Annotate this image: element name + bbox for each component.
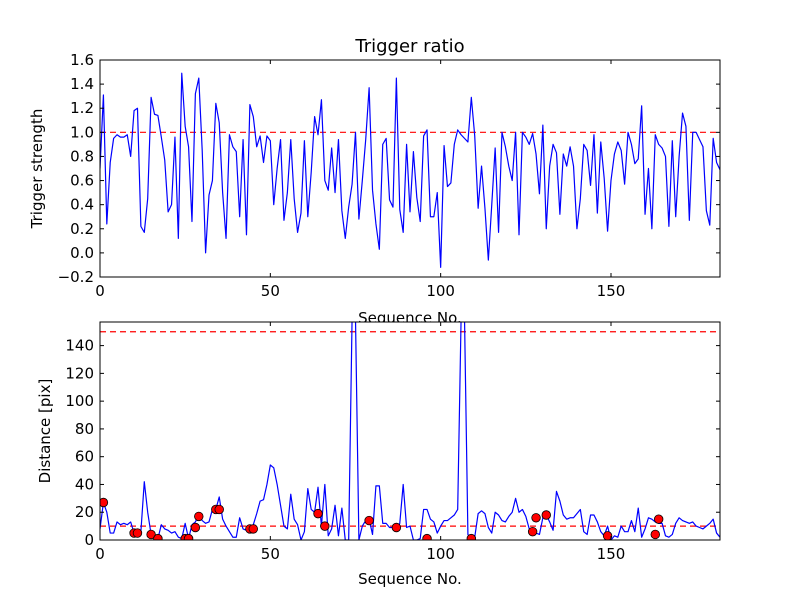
data-point [466,533,477,540]
data-point [541,510,551,520]
y-tick-label: 20 [75,503,94,521]
y-tick-label: 1.6 [70,51,94,69]
data-point [653,514,664,524]
y-tick-label: 120 [65,364,94,382]
data-point [527,526,538,537]
data-point [190,522,201,533]
data-point [153,533,163,540]
y-tick-label: 0 [84,531,94,549]
data-point [602,531,613,540]
series-layer [100,322,720,540]
y-tick-label: 40 [75,475,94,493]
data-point [214,504,224,515]
plot-frame [99,59,721,278]
data-point [146,529,156,540]
axis-ticks: 0 50 100 150 0 20 40 60 80 100 120 140 [65,322,720,563]
data-point [531,513,541,523]
data-point [320,521,330,531]
plot-area [100,322,720,540]
data-point [650,529,660,540]
y-axis-label: Distance [pix] [36,379,54,484]
y-tick-label: 0.4 [70,196,94,214]
data-point [422,533,432,540]
y-tick-label: 140 [65,337,94,355]
y-tick-label: 1.4 [70,75,94,93]
y-tick-label: 60 [75,448,94,466]
data-point [194,511,204,522]
data-point [132,528,143,538]
plot-frame [99,321,721,541]
series-line-0 [100,322,720,540]
x-tick-label: 100 [426,545,455,563]
y-tick-label: 1.2 [70,99,94,117]
x-tick-label: 50 [261,545,280,563]
x-tick-label: 50 [261,282,280,300]
y-tick-label: 0.0 [70,244,94,262]
x-tick-label: 150 [597,282,626,300]
y-tick-label: 100 [65,392,94,410]
x-tick-label: 150 [597,545,626,563]
y-tick-label: 0.6 [70,172,94,190]
data-point [248,524,258,534]
distance-chart: 0 50 100 150 0 20 40 60 80 100 120 140 Sequence No.… [36,321,721,588]
y-tick-label: 80 [75,420,94,438]
x-tick-label: 0 [95,282,105,300]
trigger-ratio-chart: 0 50 100 150 −0.2 0.0 0.2 0.4 0.6 0.8 1.0 1.2 1.4 1.6… [28,36,721,327]
chart-title: Trigger ratio [354,36,464,57]
axis-ticks: 0 50 100 150 −0.2 0.0 0.2 0.4 0.6 0.8 1.0 1.2 1.4 1.6 [58,51,720,300]
data-point [391,522,402,533]
series-line-0 [100,72,720,268]
series-layer [100,72,720,268]
x-tick-label: 0 [95,545,105,563]
y-tick-label: 1.0 [70,123,94,141]
y-tick-label: 0.8 [70,147,94,165]
x-axis-label: Sequence No. [358,570,462,588]
data-point [313,508,323,519]
data-point [364,515,374,526]
data-point [183,533,194,540]
y-axis-label: Trigger strength [28,109,46,230]
y-tick-label: −0.2 [58,268,94,286]
data-point [100,497,109,508]
y-tick-label: 0.2 [70,220,94,238]
x-tick-label: 100 [426,282,455,300]
